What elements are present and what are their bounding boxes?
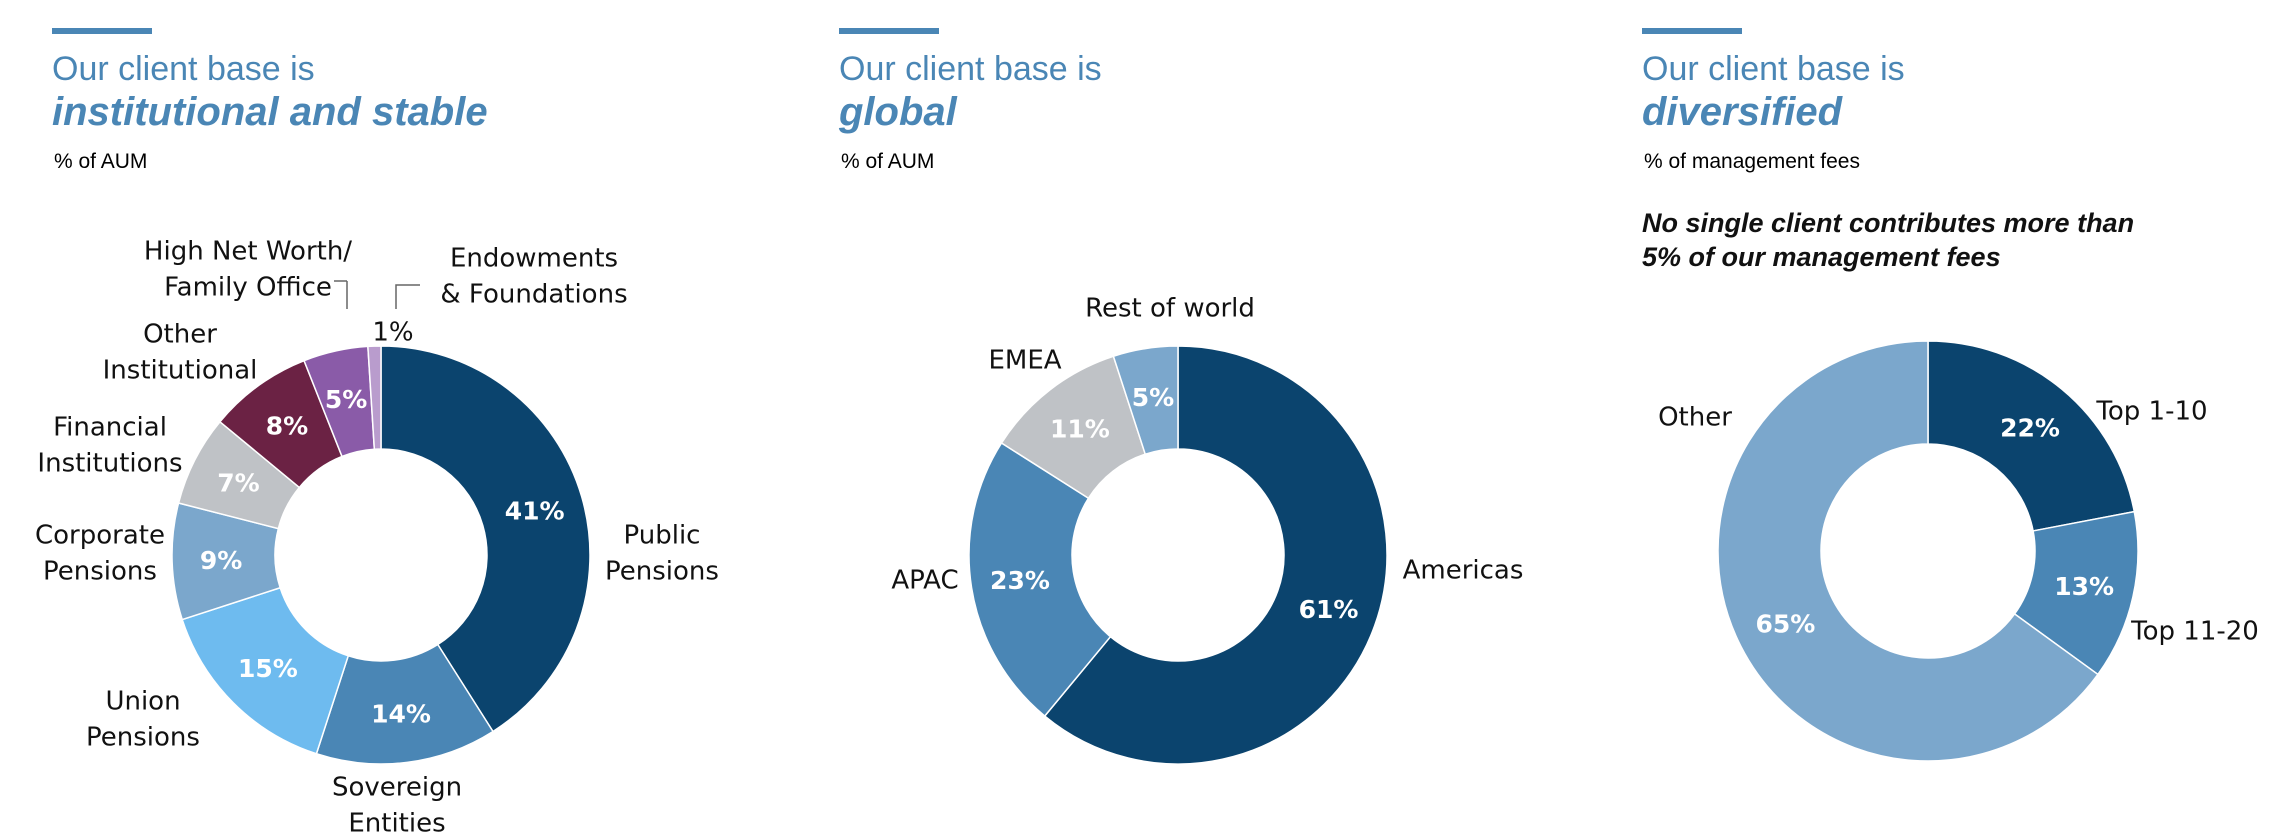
donut-chart-3: 22% 13% 65% Top 1-10 Top 11-20 Other <box>1658 340 2259 762</box>
slice-category-label: Pensions <box>605 557 719 587</box>
slice-category-label: EMEA <box>988 346 1061 376</box>
slice-value-label: 5% <box>1132 383 1174 412</box>
donut-chart-1: 41% 14% 15% 9% 7%8% 5% Public Pensions Sovereign… <box>35 237 719 836</box>
donut-slice <box>181 586 350 755</box>
slice-value-label: 61% <box>1299 595 1359 624</box>
slice-category-label: Sovereign <box>332 773 462 803</box>
title-accent-bar <box>1642 28 1742 34</box>
slice-category-label: Pensions <box>86 723 200 753</box>
slice-value-label: 11% <box>1050 415 1110 444</box>
slice-category-label: Entities <box>348 809 445 836</box>
slice-category-label: Rest of world <box>1085 294 1255 324</box>
slice-category-label: Top 1-10 <box>2095 397 2207 427</box>
leader-line <box>395 284 420 309</box>
panel-institutional: Our client base is institutional and sta… <box>0 0 780 836</box>
slice-category-label: Top 11-20 <box>2130 617 2259 647</box>
slice-category-label: Institutional <box>103 356 258 386</box>
slice-category-label: & Foundations <box>440 280 627 310</box>
slice-value-label: 14% <box>371 700 431 729</box>
panel-note: No single client contributes more than 5… <box>1642 206 2134 274</box>
slice-category-label: Institutions <box>37 449 182 479</box>
slice-category-label: High Net Worth/ <box>144 237 352 267</box>
slice-value-label: 7% <box>217 468 259 497</box>
panel-subtitle: % of AUM <box>841 150 935 173</box>
donut-slice <box>380 345 591 733</box>
panel-title-line2: institutional and stable <box>52 90 488 134</box>
note-line2: 5% of our management fees <box>1642 242 2001 272</box>
panel-title-line1: Our client base is <box>52 50 315 88</box>
slice-value-label: 23% <box>990 566 1050 595</box>
donut-slice <box>1927 340 2136 532</box>
slice-value-label: 65% <box>1756 610 1816 639</box>
panel-title-line1: Our client base is <box>1642 50 1905 88</box>
slice-value-label: 15% <box>238 654 298 683</box>
slice-category-label: Family Office <box>164 273 332 303</box>
panel-subtitle: % of AUM <box>54 150 148 173</box>
slice-value-label: 8% <box>266 412 308 441</box>
slice-category-label: Other <box>1658 403 1732 433</box>
panel-title-line2: global <box>839 90 957 134</box>
title-accent-bar <box>52 28 152 34</box>
slice-value-label: 22% <box>2000 414 2060 443</box>
slice-category-label: Endowments <box>450 244 618 274</box>
slice-category-label: Corporate <box>35 521 165 551</box>
slice-category-label: Pensions <box>43 557 157 587</box>
slice-category-label: APAC <box>891 566 958 596</box>
slice-category-label: Public <box>624 521 701 551</box>
donut-slice <box>1043 345 1388 765</box>
donut-slice <box>1112 345 1179 456</box>
note-line1: No single client contributes more than <box>1642 208 2135 238</box>
slice-value-label: 5% <box>325 385 367 414</box>
donut-slice <box>315 643 495 765</box>
donut-slice <box>367 345 382 451</box>
panel-title-line1: Our client base is <box>839 50 1102 88</box>
panel-subtitle: % of management fees <box>1644 150 1860 173</box>
donut-slice <box>1717 340 2099 762</box>
donut-slice <box>968 441 1112 718</box>
slice-category-label: Financial <box>53 413 167 443</box>
slice-category-label: Union <box>105 687 180 717</box>
slice-value-label: 41% <box>505 496 565 525</box>
slice-value-label: 1% <box>372 318 413 348</box>
slice-value-label: 9% <box>200 546 242 575</box>
title-accent-bar <box>839 28 939 34</box>
slice-category-label: Other <box>143 320 217 350</box>
slice-category-label: Americas <box>1403 556 1524 586</box>
panel-title-line2: diversified <box>1642 90 1843 134</box>
slice-value-label: 13% <box>2054 572 2114 601</box>
panel-global: Our client base is global % of AUM <box>780 0 1560 836</box>
donut-chart-2: 61% 23% 11% 5% Americas APAC EMEA Rest of world <box>891 294 1523 765</box>
panel-diversified: Our client base is diversified % of mana… <box>1580 0 2287 836</box>
